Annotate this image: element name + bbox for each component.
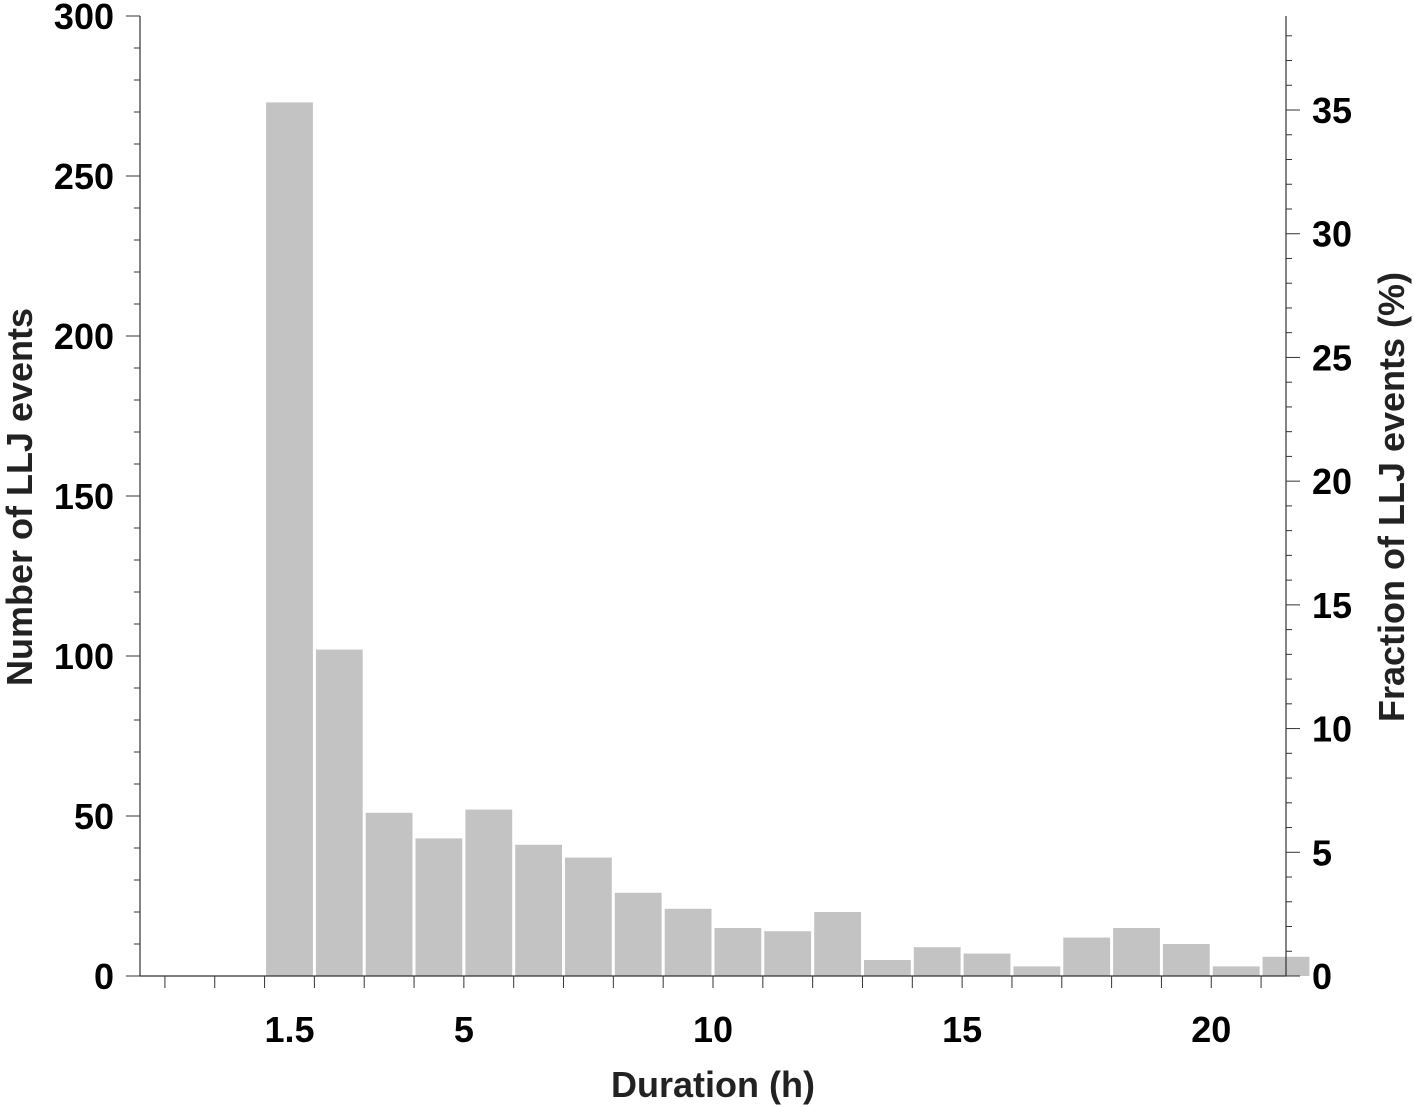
bar bbox=[515, 844, 562, 976]
y2-tick-label: 0 bbox=[1312, 956, 1332, 997]
x-axis-title: Duration (h) bbox=[611, 1064, 815, 1105]
y2-tick-label: 20 bbox=[1312, 461, 1352, 502]
y-axis-title: Number of LLJ events bbox=[0, 308, 40, 686]
bar bbox=[315, 649, 363, 976]
y-tick-label: 250 bbox=[54, 156, 114, 197]
y-tick-label: 300 bbox=[54, 0, 114, 37]
y2-tick-label: 5 bbox=[1312, 832, 1332, 873]
y-tick-label: 150 bbox=[54, 476, 114, 517]
y2-tick-label: 25 bbox=[1312, 337, 1352, 378]
bar bbox=[864, 960, 911, 976]
y2-axis-title: Fraction of LLJ events (%) bbox=[1371, 272, 1412, 722]
x-tick-label: 5 bbox=[454, 1009, 474, 1050]
x-tick-label: 10 bbox=[693, 1009, 733, 1050]
bar bbox=[266, 102, 313, 976]
bar bbox=[963, 953, 1011, 976]
bar bbox=[415, 838, 463, 976]
y2-tick-label: 15 bbox=[1312, 585, 1352, 626]
bar bbox=[814, 912, 861, 976]
x-tick-label: 15 bbox=[942, 1009, 982, 1050]
bar bbox=[1162, 944, 1210, 976]
y2-tick-label: 10 bbox=[1312, 709, 1352, 750]
bar bbox=[1063, 937, 1111, 976]
bar bbox=[1212, 966, 1260, 976]
y-tick-label: 50 bbox=[74, 796, 114, 837]
bar bbox=[764, 931, 812, 976]
bar bbox=[1113, 928, 1160, 976]
axes bbox=[126, 15, 1300, 988]
histogram-bars bbox=[266, 102, 1310, 976]
y-tick-label: 200 bbox=[54, 316, 114, 357]
bar bbox=[714, 928, 762, 976]
bar bbox=[913, 947, 961, 976]
bar bbox=[664, 908, 712, 976]
x-tick-label: 1.5 bbox=[264, 1009, 314, 1050]
x-tick-label: 20 bbox=[1191, 1009, 1231, 1050]
bar bbox=[365, 812, 413, 976]
y-tick-label: 0 bbox=[94, 956, 114, 997]
y-tick-label: 100 bbox=[54, 636, 114, 677]
bar bbox=[565, 857, 612, 976]
bar bbox=[1013, 966, 1061, 976]
bar bbox=[465, 809, 513, 976]
bar bbox=[614, 892, 662, 976]
y2-tick-label: 30 bbox=[1312, 214, 1352, 255]
y2-tick-label: 35 bbox=[1312, 90, 1352, 131]
tick-labels: 0 50 100 150 200 250 300 0 5 10 15 20 25 30 35 1.5 5 10 15… bbox=[54, 0, 1352, 1050]
